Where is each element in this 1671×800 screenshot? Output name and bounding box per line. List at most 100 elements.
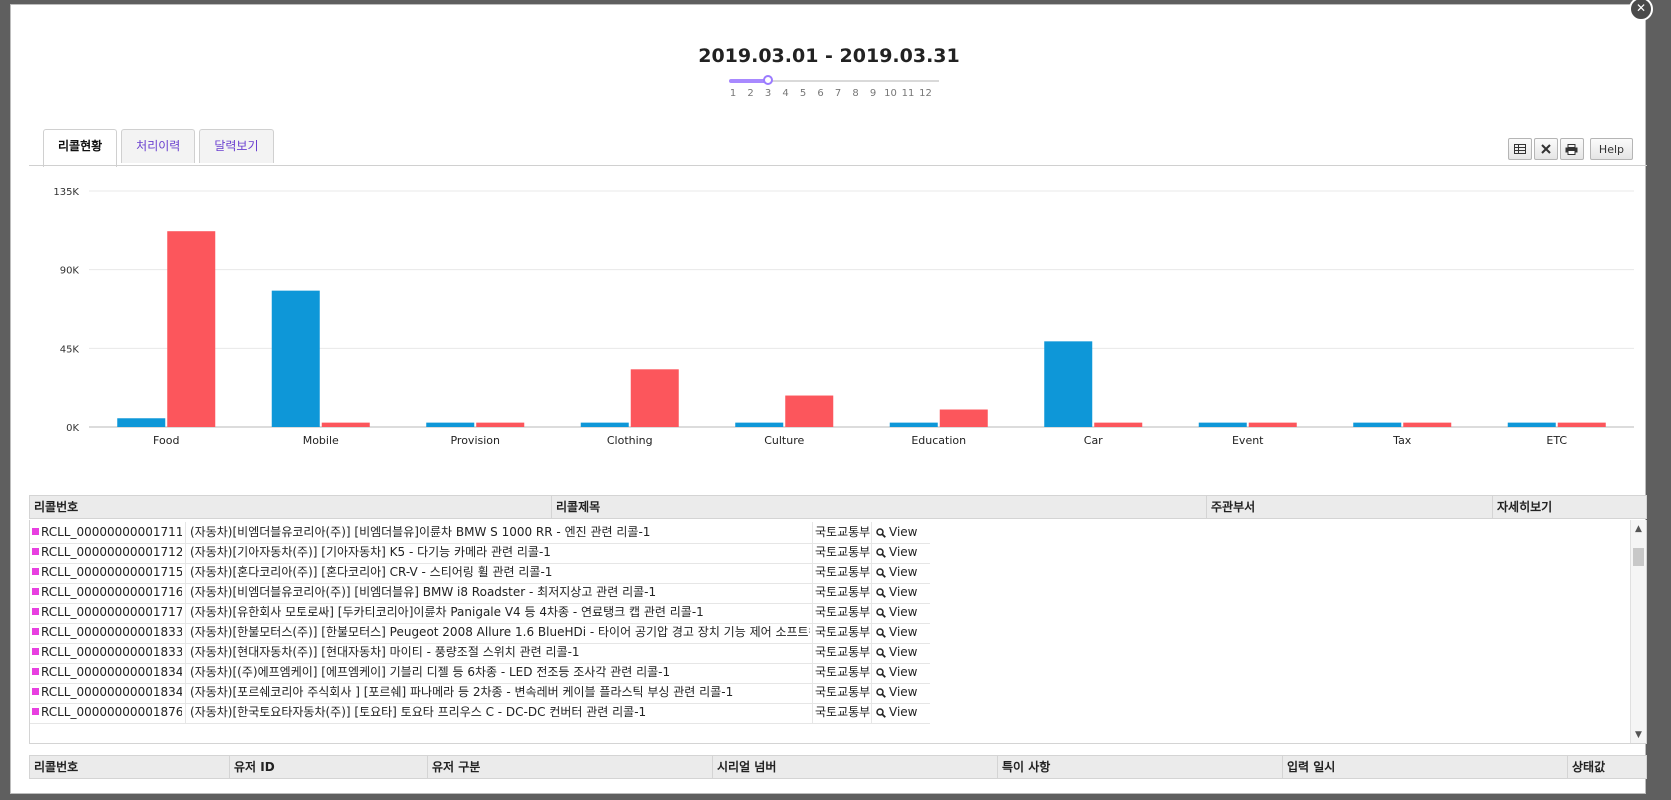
y-tick-label: 135K [53,187,79,198]
x-tick-label: ETC [1546,434,1567,447]
view-label: View [889,545,918,559]
help-button[interactable]: Help [1589,138,1633,160]
table-view-button[interactable] [1507,138,1532,160]
bar-series1-etc[interactable] [1507,422,1556,427]
bar-series1-tax[interactable] [1353,422,1402,427]
tab-recall-status[interactable]: 리콜현황 [43,129,118,167]
bar-series2-mobile[interactable] [321,422,370,427]
grid-scrollbar[interactable]: ▲ ▼ [1630,520,1646,743]
view-link[interactable]: View [876,522,930,543]
month-tick[interactable]: 11 [901,88,915,99]
month-tick[interactable]: 5 [799,88,807,99]
bar-series1-provision[interactable] [426,422,475,427]
view-link[interactable]: View [876,582,930,603]
table-row[interactable]: RCLL_000000000018763 (자동차)[한국토요타자동차(주)] [… [30,702,930,724]
bar-series2-car[interactable] [1094,422,1143,427]
row-marker-icon [32,688,39,695]
x-tick-label: Culture [764,434,804,447]
bar-series2-event[interactable] [1248,422,1297,427]
bar-series1-clothing[interactable] [580,422,629,427]
view-link[interactable]: View [876,642,930,663]
recall-department: 국토교통부 [815,645,871,659]
month-tick[interactable]: 6 [817,88,824,99]
month-tick[interactable]: 1 [729,88,737,99]
tab-calendar[interactable]: 달력보기 [199,129,274,163]
month-slider[interactable]: 1 2 3 4 5 6 7 8 9 10 11 12 [723,75,943,105]
scroll-up-icon[interactable]: ▲ [1635,524,1642,534]
month-tick[interactable]: 12 [919,88,932,99]
view-label: View [889,685,918,699]
col-input-datetime[interactable]: 입력 일시 [1283,756,1568,778]
view-link[interactable]: View [876,682,930,703]
table-row[interactable]: RCLL_000000000017175 (자동차)[유한회사 모토로싸] [두카… [30,602,930,624]
row-marker-icon [32,528,39,535]
row-marker-icon [32,708,39,715]
slider-handle[interactable] [763,75,773,85]
month-tick[interactable]: 7 [834,88,842,99]
scroll-thumb[interactable] [1633,548,1644,566]
magnifier-icon [876,547,886,558]
col-recall-id[interactable]: 리콜번호 [30,496,552,518]
print-button[interactable] [1559,138,1584,160]
date-range-title: 2019.03.01 - 2019.03.31 [698,45,960,67]
view-link[interactable]: View [876,662,930,683]
bar-series1-car[interactable] [1044,341,1093,427]
table-row[interactable]: RCLL_000000000017129 (자동차)[기아자동차(주)] [기아자… [30,542,930,564]
tab-history[interactable]: 처리이력 [121,129,196,163]
month-tick[interactable]: 9 [869,88,877,99]
table-row[interactable]: RCLL_000000000017119 (자동차)[비엠더블유코리아(주)] [… [30,522,930,544]
month-tick[interactable]: 2 [747,88,754,99]
month-tick[interactable]: 10 [884,88,897,99]
recall-grid-body: RCLL_000000000017119 (자동차)[비엠더블유코리아(주)] [… [29,520,1647,744]
recall-dialog: ✕ 2019.03.01 - 2019.03.31 1 2 3 4 5 6 7 8 9 10 11 1… [10,0,1653,794]
col-user-id[interactable]: 유저 ID [230,756,428,778]
x-tick-label: Mobile [303,434,339,447]
bar-series2-etc[interactable] [1557,422,1606,427]
bar-series1-education[interactable] [889,422,938,427]
table-row[interactable]: RCLL_000000000017166 (자동차)[비엠더블유코리아(주)] [… [30,582,930,604]
col-status[interactable]: 상태값 [1572,760,1606,774]
view-label: View [889,585,918,599]
col-details[interactable]: 자세히보기 [1497,500,1553,514]
table-row[interactable]: RCLL_000000000018338 (자동차)[한불모터스(주)] [한불모… [30,622,930,644]
user-grid-header: 리콜번호 유저 ID 유저 구분 시리얼 넘버 특이 사항 입력 일시 상태값 [29,755,1647,779]
tools-button[interactable] [1533,138,1558,160]
bar-series2-provision[interactable] [476,422,525,427]
table-row[interactable]: RCLL_000000000017156 (자동차)[혼다코리아(주)] [혼다코… [30,562,930,584]
scroll-down-icon[interactable]: ▼ [1635,730,1642,740]
view-link[interactable]: View [876,702,930,723]
recall-id-text: RCLL_000000000017156 [41,565,182,579]
bar-series2-culture[interactable] [785,395,834,427]
close-icon[interactable]: ✕ [1629,0,1653,21]
bar-series2-education[interactable] [939,409,988,427]
bar-series1-mobile[interactable] [271,290,320,427]
tab-bar: 리콜현황 처리이력 달력보기 [43,129,278,167]
col-user-type[interactable]: 유저 구분 [428,756,713,778]
tab-divider [29,165,1647,166]
col-serial-number[interactable]: 시리얼 넘버 [713,756,998,778]
col-department[interactable]: 주관부서 [1207,496,1493,518]
table-row[interactable]: RCLL_000000000018339 (자동차)[현대자동차(주)] [현대자… [30,642,930,664]
bar-series2-clothing[interactable] [630,369,679,427]
bar-series2-food[interactable] [167,231,216,427]
recall-title: (자동차)[비엠더블유코리아(주)] [비엠더블유]이륜차 BMW S 1000… [190,525,651,539]
col-recall-title[interactable]: 리콜제목 [552,496,1207,518]
recall-title: (자동차)[포르쉐코리아 주식회사 ] [포르쉐] 파나메라 등 2차종 - 변… [190,685,734,699]
table-row[interactable]: RCLL_000000000018345 (자동차)[포르쉐코리아 주식회사 ] … [30,682,930,704]
y-tick-label: 45K [60,344,80,355]
view-link[interactable]: View [876,562,930,583]
month-tick[interactable]: 8 [852,88,859,99]
view-link[interactable]: View [876,602,930,623]
month-tick[interactable]: 3 [764,88,772,99]
bar-series1-food[interactable] [117,418,166,427]
month-tick[interactable]: 4 [782,88,789,99]
table-row[interactable]: RCLL_000000000018344 (자동차)[(주)에프엠케이] [에프엠… [30,662,930,684]
bar-series1-culture[interactable] [735,422,784,427]
col-notes[interactable]: 특이 사항 [998,756,1283,778]
x-tick-label: Car [1084,434,1103,447]
col-user-recall-id[interactable]: 리콜번호 [30,756,230,778]
bar-series2-tax[interactable] [1403,422,1452,427]
view-link[interactable]: View [876,542,930,563]
view-link[interactable]: View [876,622,930,643]
bar-series1-event[interactable] [1198,422,1247,427]
